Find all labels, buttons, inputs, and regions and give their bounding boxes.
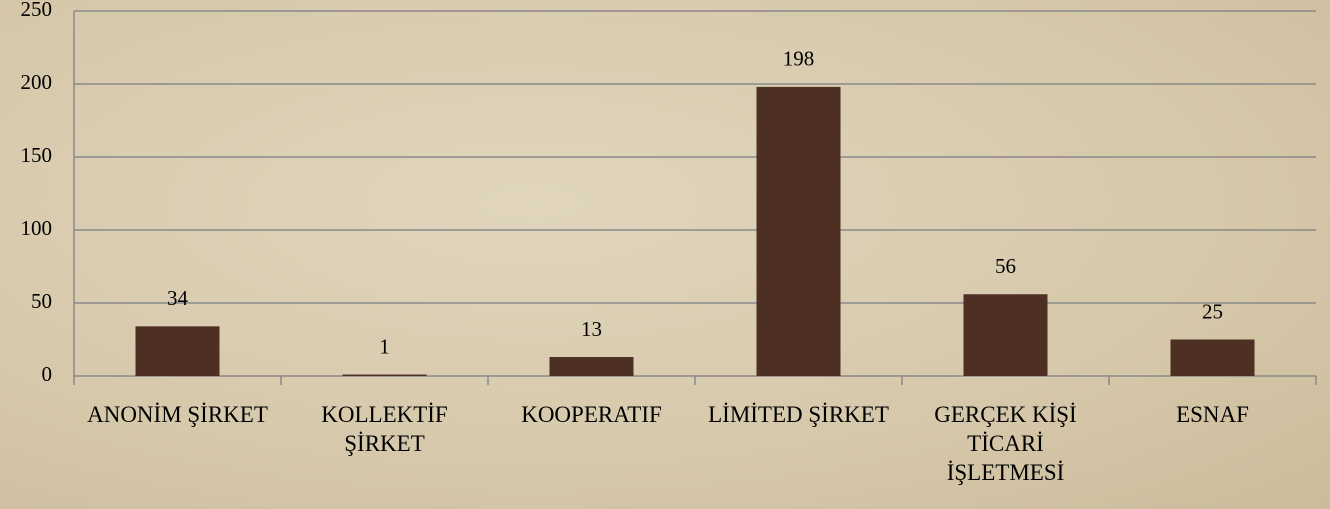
x-tick-label: KOLLEKTİF ŞİRKET	[321, 402, 448, 456]
y-tick-label: 150	[21, 143, 53, 167]
y-tick-label: 250	[21, 0, 53, 21]
x-tick-label: GERÇEK KİŞİ TİCARİ İŞLETMESİ	[934, 402, 1077, 485]
bar	[549, 357, 634, 376]
value-label: 198	[783, 47, 815, 71]
bar	[135, 326, 220, 376]
y-tick-label: 50	[31, 289, 52, 313]
x-tick-label: ANONİM ŞİRKET	[87, 402, 268, 427]
bar	[342, 374, 427, 376]
value-label: 1	[379, 334, 390, 358]
y-tick-label: 100	[21, 216, 53, 240]
value-label: 13	[581, 317, 602, 341]
x-tick-label: KOOPERATIF	[521, 402, 662, 427]
y-tick-label: 200	[21, 70, 53, 94]
bar	[756, 86, 841, 377]
x-tick-label: LİMİTED ŞİRKET	[708, 402, 889, 427]
value-label: 56	[995, 254, 1016, 278]
y-tick-label: 0	[42, 362, 53, 386]
bar	[1170, 339, 1255, 376]
value-label: 34	[167, 286, 189, 310]
bar	[963, 294, 1048, 376]
value-label: 25	[1202, 299, 1223, 323]
x-tick-label: ESNAF	[1176, 402, 1249, 427]
